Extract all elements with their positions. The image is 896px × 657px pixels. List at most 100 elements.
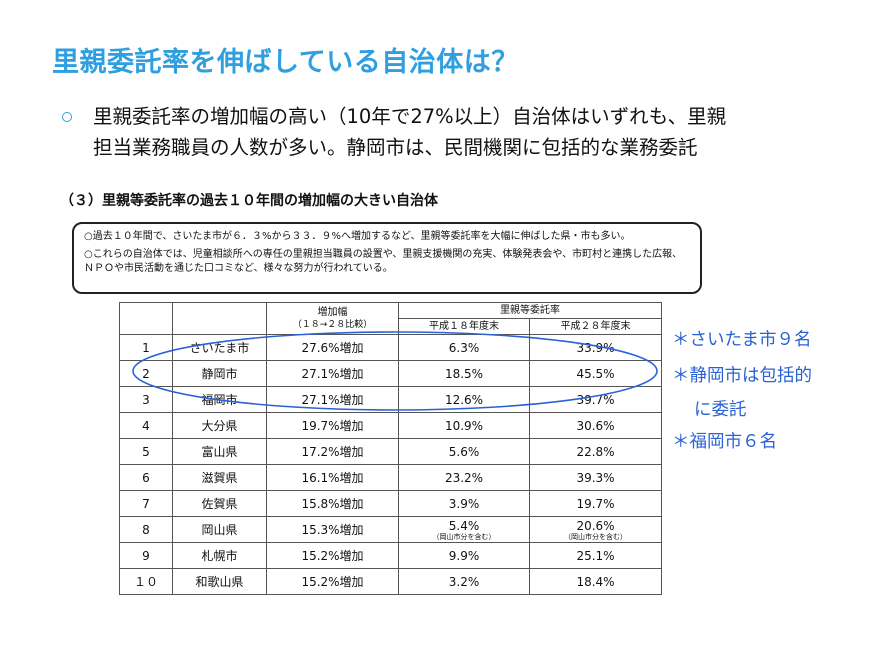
h18-cell: 9.9%	[398, 542, 530, 569]
increase-cell-value: 16.1%増加	[301, 471, 364, 485]
h18-cell-value: 12.6%	[444, 392, 484, 407]
table-row: １０ 和歌山県 15.2%増加 3.2% 18.4%	[119, 568, 662, 595]
table-row: 6 滋賀県 16.1%増加 23.2% 39.3%	[119, 464, 662, 491]
h18-cell-value: 9.9%	[448, 548, 480, 563]
rank-cell-value: 3	[142, 392, 150, 407]
h28-cell: 19.7%	[529, 490, 662, 517]
name-cell-value: 大分県	[201, 419, 238, 433]
h28-cell: 22.8%	[529, 438, 662, 465]
summary-paragraph-2: ○これらの自治体では、児童相談所への専任の里親担当職員の設置や、里親支援機関の充…	[84, 249, 683, 274]
increase-cell: 15.8%増加	[266, 490, 399, 517]
header-increase-label: 増加幅	[317, 306, 348, 318]
rank-cell-value: １０	[133, 575, 158, 589]
name-cell: 富山県	[172, 438, 267, 465]
h28-cell-note: （岡山市分を含む）	[564, 532, 627, 541]
rank-cell-value: 2	[142, 366, 150, 381]
summary-paragraph-1: ○過去１０年間で、さいたま市が６．３%から３３．９%へ増加するなど、里親等委託率…	[84, 231, 631, 242]
increase-cell-value: 15.2%増加	[301, 549, 364, 563]
rank-cell: １０	[119, 568, 173, 595]
annotation-saitama: ＊さいたま市９名	[672, 330, 812, 350]
h18-cell-value: 5.4%	[448, 518, 480, 533]
name-cell-value: 静岡市	[201, 367, 238, 381]
annotation-fukuoka: ＊福岡市６名	[672, 432, 777, 452]
name-cell-value: 富山県	[201, 445, 238, 459]
h28-cell: 30.6%	[529, 412, 662, 439]
h28-cell: 18.4%	[529, 568, 662, 595]
rank-cell-value: 5	[142, 444, 150, 459]
h18-cell: 18.5%	[398, 360, 530, 387]
h28-cell-value: 22.8%	[576, 444, 615, 459]
h28-cell-value: 39.7%	[576, 392, 615, 407]
summary-box: ○過去１０年間で、さいたま市が６．３%から３３．９%へ増加するなど、里親等委託率…	[72, 222, 702, 294]
h28-cell-value: 20.6%	[576, 518, 615, 533]
rank-cell-value: 7	[142, 496, 150, 511]
h28-cell: 33.9%	[529, 334, 662, 361]
bullet-circle-icon	[62, 112, 72, 122]
table-row: 4 大分県 19.7%増加 10.9% 30.6%	[119, 412, 662, 439]
increase-cell-value: 15.3%増加	[301, 523, 364, 537]
bullet-line-2: 担当業務職員の人数が多い。静岡市は、民間機関に包括的な業務委託	[93, 136, 698, 159]
h28-cell-value: 18.4%	[576, 574, 615, 589]
header-increase-sub: （１８→２８比較）	[292, 319, 373, 330]
h28-cell-value: 45.5%	[576, 366, 615, 381]
annotation-shizuoka-cont: に委託	[694, 400, 747, 420]
ranking-table: 増加幅 （１８→２８比較） 里親等委託率 平成１８年度末 平成２８年度末 1 さい…	[119, 302, 662, 595]
increase-cell: 15.3%増加	[266, 516, 399, 543]
h18-cell-value: 18.5%	[444, 366, 484, 381]
bullet-line-1: 里親委託率の増加幅の高い（10年で27%以上）自治体はいずれも、里親	[93, 105, 727, 128]
h28-cell-value: 19.7%	[576, 496, 615, 511]
increase-cell: 15.2%増加	[266, 568, 399, 595]
h18-cell: 6.3%	[398, 334, 530, 361]
rank-cell-value: 4	[142, 418, 150, 433]
bullet-text: 里親委託率の増加幅の高い（10年で27%以上）自治体はいずれも、里親 担当業務職…	[93, 101, 833, 163]
h28-cell: 39.7%	[529, 386, 662, 413]
increase-cell-value: 27.1%増加	[301, 393, 364, 407]
table-row: 7 佐賀県 15.8%増加 3.9% 19.7%	[119, 490, 662, 517]
section-heading: （３）里親等委託率の過去１０年間の増加幅の大きい自治体	[60, 193, 438, 209]
h18-cell-value: 10.9%	[444, 418, 484, 433]
increase-cell-value: 17.2%増加	[301, 445, 364, 459]
name-cell: 佐賀県	[172, 490, 267, 517]
increase-cell: 27.1%増加	[266, 360, 399, 387]
h28-cell-value: 39.3%	[576, 470, 615, 485]
rank-cell: 6	[119, 464, 173, 491]
name-cell-value: 岡山県	[201, 523, 238, 537]
h28-cell-value: 30.6%	[576, 418, 615, 433]
h18-cell-value: 3.2%	[448, 574, 480, 589]
h28-cell-value: 25.1%	[576, 548, 615, 563]
rank-cell-value: 8	[142, 522, 150, 537]
rank-cell-value: 1	[142, 340, 150, 355]
increase-cell-value: 27.1%増加	[301, 367, 364, 381]
slide-title: 里親委託率を伸ばしている自治体は？	[52, 47, 519, 78]
name-cell-value: 和歌山県	[195, 575, 244, 589]
rank-cell-value: 9	[142, 548, 150, 563]
h18-cell-value: 23.2%	[444, 470, 484, 485]
name-cell: 静岡市	[172, 360, 267, 387]
rank-cell-value: 6	[142, 470, 150, 485]
rank-cell: 5	[119, 438, 173, 465]
name-cell-value: 滋賀県	[201, 471, 238, 485]
increase-cell-value: 19.7%増加	[301, 419, 364, 433]
name-cell-value: 佐賀県	[201, 497, 238, 511]
name-cell: 和歌山県	[172, 568, 267, 595]
rank-cell: 1	[119, 334, 173, 361]
h18-cell: 23.2%	[398, 464, 530, 491]
rank-cell: 8	[119, 516, 173, 543]
name-cell: 岡山県	[172, 516, 267, 543]
h18-cell: 5.6%	[398, 438, 530, 465]
h18-cell-value: 6.3%	[448, 340, 480, 355]
annotation-shizuoka: ＊静岡市は包括的	[672, 366, 812, 386]
increase-cell-value: 27.6%増加	[301, 341, 364, 355]
table-body: 1 さいたま市 27.6%増加 6.3% 33.9% 2 静岡市 27.1%増加 18.5% 45…	[119, 334, 662, 595]
h18-cell-note: （岡山市分を含む）	[432, 532, 496, 541]
rank-cell: 9	[119, 542, 173, 569]
increase-cell-value: 15.2%増加	[301, 575, 364, 589]
h18-cell-value: 3.9%	[448, 496, 480, 511]
rank-cell: 4	[119, 412, 173, 439]
increase-cell-value: 15.8%増加	[301, 497, 364, 511]
h18-cell: 3.2%	[398, 568, 530, 595]
name-cell-value: 札幌市	[201, 549, 238, 563]
h18-cell-value: 5.6%	[448, 444, 480, 459]
header-increase: 増加幅 （１８→２８比較）	[266, 302, 399, 335]
